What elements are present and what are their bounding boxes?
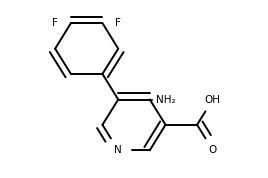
Text: O: O [209, 145, 217, 155]
Text: F: F [52, 18, 58, 28]
Text: NH₂: NH₂ [156, 95, 175, 104]
Text: N: N [114, 145, 122, 155]
Text: F: F [115, 18, 121, 28]
Text: OH: OH [205, 95, 221, 104]
